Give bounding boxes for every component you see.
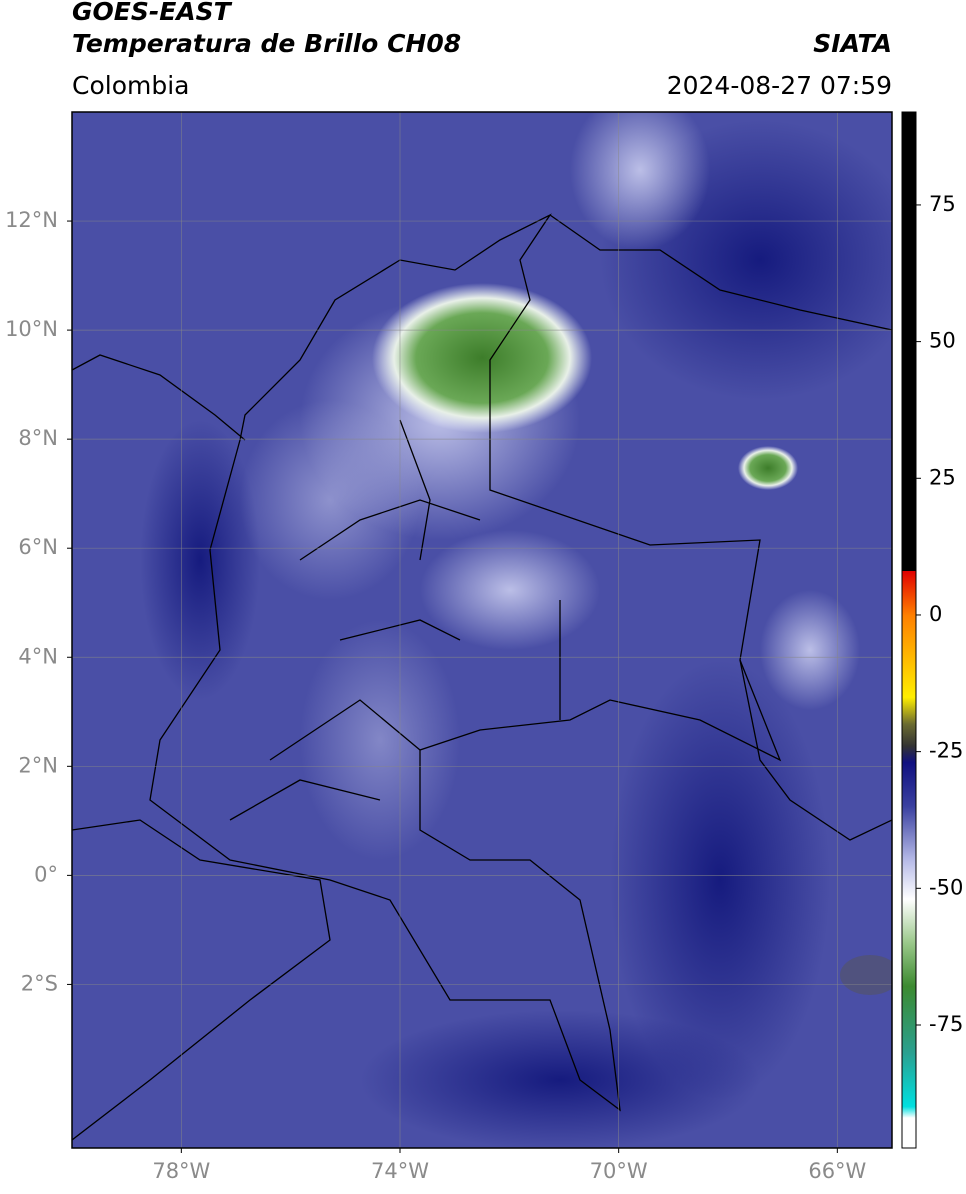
map-frame [71,111,893,1149]
y-tick-label: 8°N [18,426,58,450]
colorbar [901,111,917,1149]
colorbar-tick-label: 50 [929,329,956,353]
colorbar-tick-label: 75 [929,192,956,216]
x-tick-label: 78°W [152,1159,210,1183]
x-tick-label: 70°W [590,1159,648,1183]
colorbar-tick-label: -50 [929,875,963,899]
y-tick-label: 2°N [18,753,58,777]
x-tick-label: 74°W [371,1159,429,1183]
region: Colombia [72,71,189,100]
colorbar-tick-label: -25 [929,739,963,763]
colorbar-tick-label: 0 [929,602,942,626]
y-tick-label: 6°N [18,535,58,559]
colorbar-tick-label: 25 [929,465,956,489]
y-tick-label: 12°N [5,208,58,232]
y-tick-label: 2°S [21,971,58,995]
graticule [72,112,892,1148]
title: GOES-EAST [72,0,233,26]
y-tick-label: 10°N [5,317,58,341]
y-tick-label: 0° [34,862,58,886]
timestamp: 2024-08-27 07:59 [667,71,892,100]
satellite-image [72,112,892,1148]
subtitle: Temperatura de Brillo CH08 [72,29,461,58]
y-tick-label: 4°N [18,644,58,668]
colorbar-tick-label: -75 [929,1012,963,1036]
brand: SIATA [813,29,892,58]
x-tick-label: 66°W [808,1159,866,1183]
